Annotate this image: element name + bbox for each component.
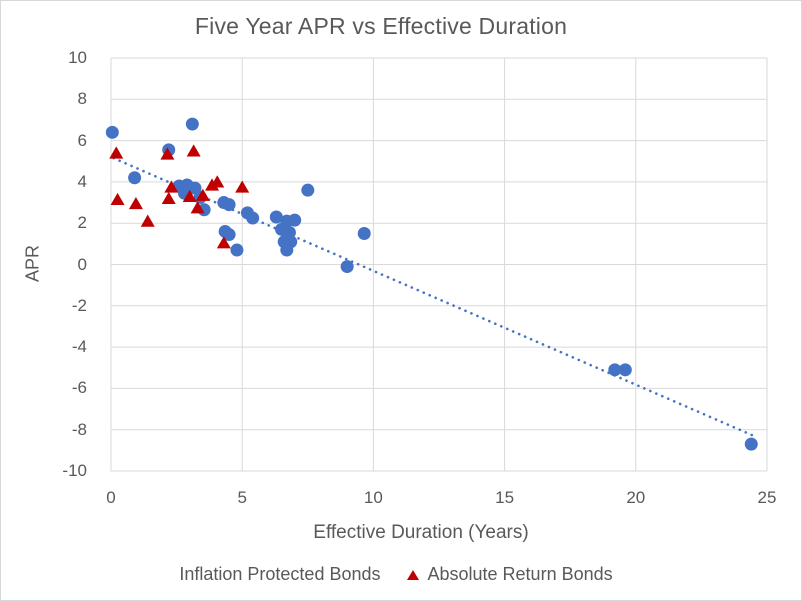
y-tick-label: 8 [77,89,87,109]
x-tick-label: 25 [757,488,777,507]
y-tick-label: 10 [68,48,87,67]
y-tick-label: -10 [62,461,87,480]
data-point-inflation-protected [280,243,294,257]
blue-circle-marker-icon [159,569,170,580]
legend-item-inflation-protected-bonds: Inflation Protected Bonds [159,564,380,585]
plot-area [105,57,768,472]
legend: Inflation Protected Bonds Absolute Retur… [1,564,771,585]
y-tick-label: -6 [71,378,87,398]
y-tick-label: 4 [77,171,87,191]
data-point-inflation-protected [301,183,315,197]
y-tick-label: -4 [71,337,87,357]
y-tick-label: 2 [77,213,87,233]
data-point-inflation-protected [269,210,283,224]
data-point-absolute-return [109,146,124,159]
data-point-inflation-protected [288,213,302,227]
data-point-inflation-protected [340,260,354,274]
data-point-absolute-return [190,201,205,214]
data-point-inflation-protected [185,117,199,131]
data-point-absolute-return [216,236,231,249]
x-axis-title: Effective Duration (Years) [313,522,529,543]
data-point-inflation-protected [230,243,244,257]
data-point-inflation-protected [618,363,632,377]
legend-label: Absolute Return Bonds [427,564,613,584]
data-point-inflation-protected [128,171,142,185]
y-tick-label: 6 [77,130,87,150]
data-point-absolute-return [164,180,179,193]
trendline [112,156,756,438]
chart-title: Five Year APR vs Effective Duration [194,13,568,39]
data-point-absolute-return [110,192,125,206]
data-point-inflation-protected [222,228,236,242]
data-point-absolute-return [128,196,143,210]
data-point-inflation-protected [744,437,758,451]
y-tick-label: -8 [71,419,87,439]
data-point-inflation-protected [222,198,236,212]
data-point-absolute-return [160,147,175,160]
x-tick-label: 10 [363,488,383,507]
red-triangle-marker-icon [406,569,419,580]
x-tick-label: 0 [106,488,116,507]
data-point-absolute-return [140,214,155,227]
data-point-absolute-return [195,188,210,201]
data-point-absolute-return [235,180,250,193]
x-tick-label: 15 [495,488,515,507]
data-point-inflation-protected [608,363,622,377]
data-point-inflation-protected [246,211,260,225]
data-point-inflation-protected [357,227,371,241]
legend-item-absolute-return-bonds: Absolute Return Bonds [406,564,613,585]
x-tick-label: 20 [626,488,646,507]
data-point-absolute-return [161,191,176,205]
data-point-absolute-return [182,189,197,202]
y-tick-label: -2 [71,295,87,315]
data-point-inflation-protected [105,125,119,139]
data-point-absolute-return [210,175,225,188]
y-tick-label: 0 [77,254,87,274]
legend-label: Inflation Protected Bonds [179,564,381,584]
y-axis-title: APR [22,245,43,283]
x-tick-label: 5 [237,488,247,507]
data-point-absolute-return [186,144,201,157]
